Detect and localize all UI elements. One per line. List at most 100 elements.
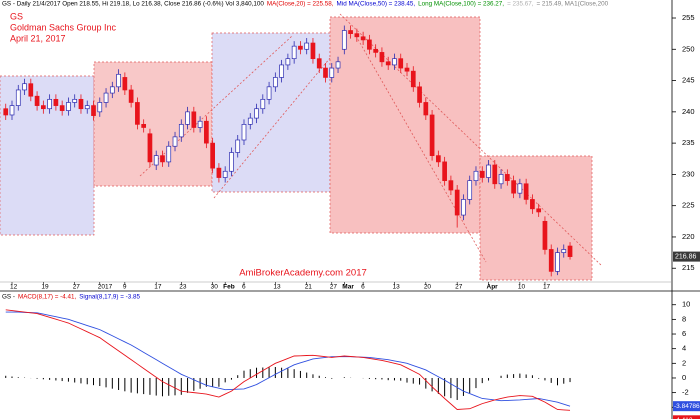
x-tick-label: 2017 (98, 284, 113, 291)
header-text: = 235.67, (507, 1, 534, 8)
signal-value-label: -3.84786 (674, 403, 700, 410)
x-tick-label: 6 (361, 284, 365, 291)
x-tick-label: 6 (242, 284, 246, 291)
candle-body (417, 86, 422, 103)
y-tick-label: 230 (682, 169, 695, 178)
candle-body (84, 105, 90, 110)
candle-body (204, 120, 209, 144)
candle-body (385, 61, 391, 66)
x-tick-label: 9 (123, 284, 127, 291)
candle-body (291, 45, 297, 60)
candle-body (216, 167, 222, 178)
x-tick-label: 23 (179, 284, 187, 291)
x-tick-label: Apr (487, 284, 499, 291)
candle-body (429, 114, 435, 156)
x-tick-label: 20 (424, 284, 432, 291)
candle-body (530, 199, 535, 210)
range-box (0, 75, 95, 236)
candle-body (423, 102, 429, 116)
header-text: MACD(8,17) = -4.41, (18, 294, 77, 301)
x-tick-label: 19 (41, 284, 49, 291)
x-tick-label: Mar (342, 284, 354, 291)
candle-body (91, 105, 96, 116)
candle-body (341, 30, 347, 50)
candle-body (410, 70, 416, 88)
macd-value-box (673, 415, 700, 419)
candle-body (492, 164, 498, 185)
candle-body (473, 170, 479, 182)
candle-body (147, 133, 153, 163)
candle-body (9, 105, 15, 116)
x-tick-label: 13 (273, 284, 281, 291)
y-tick-label: 240 (682, 107, 695, 116)
candle-body (310, 42, 316, 60)
candle-body (561, 249, 567, 253)
watermark: AmiBrokerAcademy.com 2017 (239, 268, 367, 279)
candle-body (467, 180, 473, 200)
x-tick-label: Feb (223, 284, 235, 291)
candle-body (103, 92, 109, 103)
candle-body (53, 98, 59, 106)
header-text: Long MA(Close,100) = 236.27, (418, 1, 504, 8)
candle-body (34, 95, 40, 106)
candle-body (72, 98, 78, 103)
header-text: Signal(8,17,9) = -3.85 (79, 294, 140, 301)
candle-body (241, 124, 247, 141)
x-tick-label: 27 (455, 284, 463, 291)
signal-value-box (673, 401, 700, 412)
macd-value-label: -4.413 (674, 417, 693, 419)
candle-body (229, 152, 234, 172)
x-tick-label: 30 (211, 284, 219, 291)
candle-body (272, 77, 278, 88)
candle-body (166, 145, 172, 163)
candle-body (178, 124, 184, 138)
header-text: = 215.49, MA1(Close,200 (537, 1, 609, 8)
y-tick-label: 2 (682, 358, 686, 367)
candle-body (210, 142, 215, 169)
candle-body (517, 183, 523, 194)
candle-body (279, 64, 284, 78)
y-tick-label: -2 (682, 388, 689, 397)
candle-body (486, 164, 491, 178)
x-tick-label: 17 (154, 284, 162, 291)
candle-body (122, 77, 128, 91)
candle-body (511, 180, 516, 194)
candle-body (97, 102, 103, 113)
candle-body (285, 58, 291, 66)
x-tick-label: 27 (73, 284, 81, 291)
candle-body (404, 67, 410, 72)
candle-body (392, 58, 397, 66)
candle-body (335, 61, 341, 69)
candle-body (260, 98, 266, 110)
candle-body (323, 67, 328, 78)
candle-body (348, 30, 353, 34)
candle-body (66, 102, 71, 111)
candle-body (222, 170, 228, 178)
y-tick-label: 225 (682, 201, 695, 210)
candle-body (398, 58, 404, 69)
candle-body (504, 174, 510, 182)
company: Goldman Sachs Group Inc (10, 22, 117, 32)
candle-body (536, 208, 542, 213)
candle-body (22, 83, 27, 91)
candle-body (379, 52, 385, 63)
candle-body (197, 120, 203, 128)
candle-body (304, 42, 310, 50)
annotations (0, 13, 603, 281)
candle-body (141, 124, 147, 128)
candle-body (153, 155, 159, 166)
x-tick-label: 27 (330, 284, 338, 291)
candle-body (479, 170, 485, 178)
candle-body (28, 83, 34, 97)
candle-body (40, 105, 46, 110)
trend-line (355, 35, 487, 263)
candle-body (461, 199, 466, 216)
y-tick-label: 0 (682, 373, 686, 382)
candle-body (78, 98, 84, 110)
candle-body (567, 245, 573, 257)
candle-body (523, 183, 529, 200)
candle-body (247, 117, 253, 125)
range-box (479, 155, 593, 281)
candle-body (254, 108, 259, 119)
